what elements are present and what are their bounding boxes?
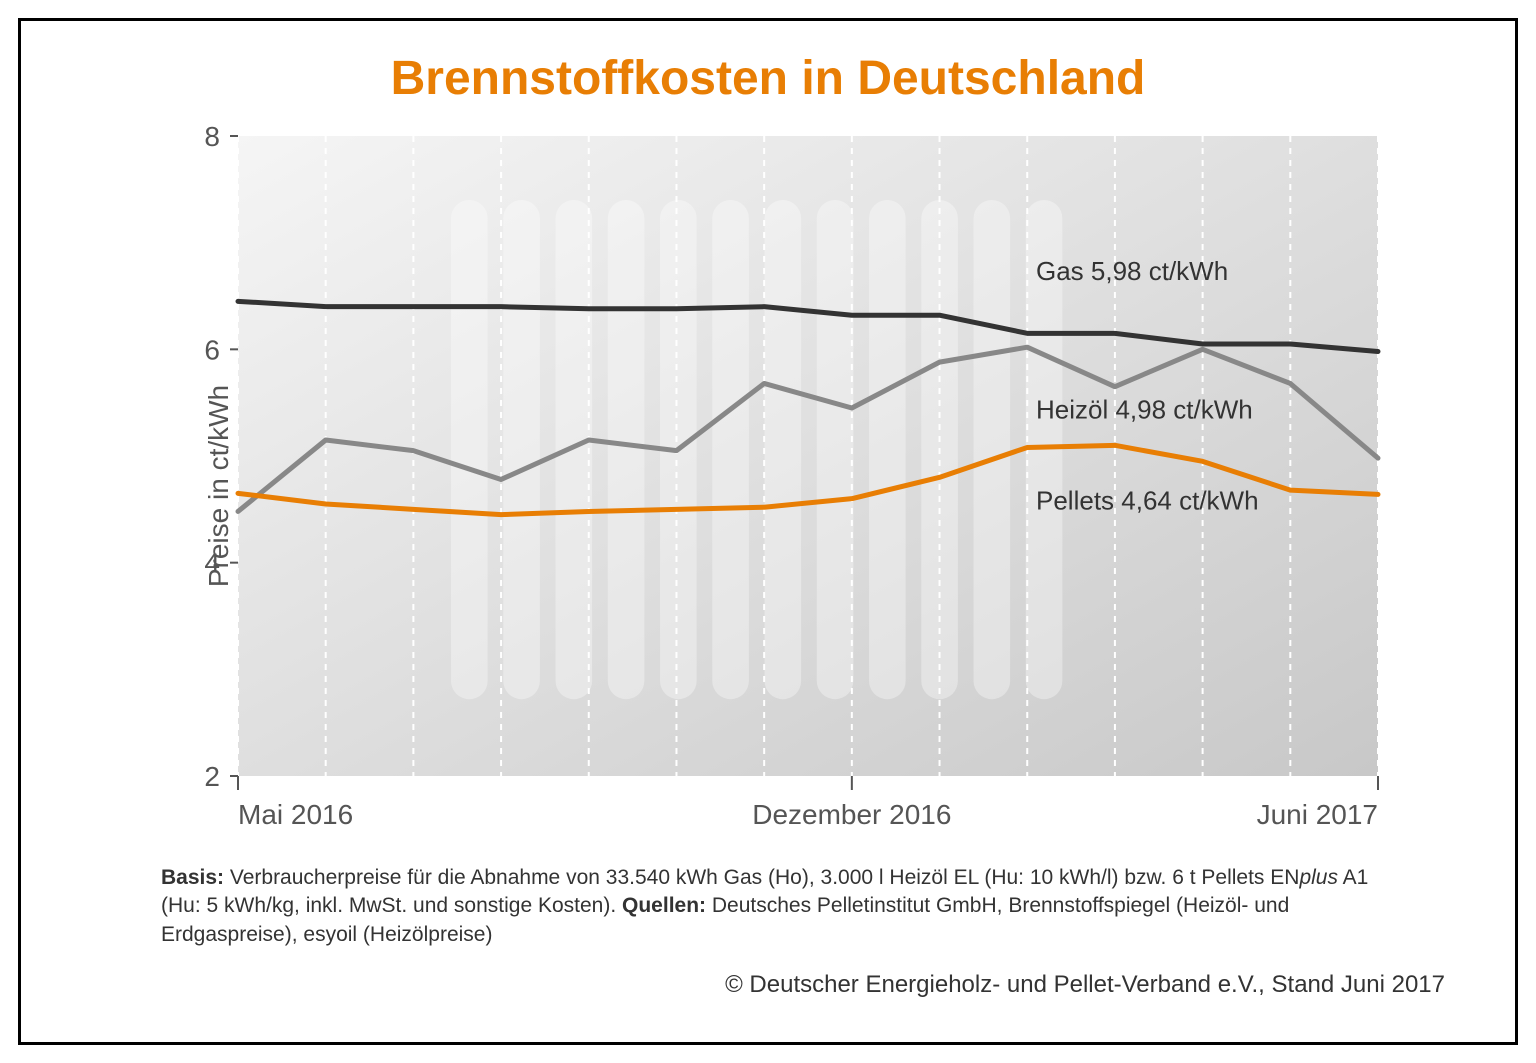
chart-footnote: Basis: Verbraucherpreise für die Abnahme… xyxy=(161,864,1375,949)
chart-frame: Brennstoffkosten in Deutschland Preise i… xyxy=(18,18,1518,1045)
svg-text:2: 2 xyxy=(204,761,220,792)
svg-text:Dezember 2016: Dezember 2016 xyxy=(752,799,951,830)
svg-text:8: 8 xyxy=(204,126,220,152)
svg-text:4: 4 xyxy=(204,548,220,579)
chart-title: Brennstoffkosten in Deutschland xyxy=(21,51,1515,106)
svg-text:Juni 2017: Juni 2017 xyxy=(1257,799,1378,830)
svg-text:6: 6 xyxy=(204,334,220,365)
basis-text-italic: plus xyxy=(1299,866,1338,889)
quellen-label: Quellen: xyxy=(622,894,706,917)
basis-text-1: Verbraucherpreise für die Abnahme von 33… xyxy=(224,866,1299,889)
basis-label: Basis: xyxy=(161,866,224,889)
svg-text:Mai 2016: Mai 2016 xyxy=(238,799,353,830)
svg-text:Heizöl 4,98 ct/kWh: Heizöl 4,98 ct/kWh xyxy=(1036,395,1253,425)
line-chart-svg: 2 4 6 8 Mai 2016 Dezember 2016 Juni 2017 Gas 5,… xyxy=(108,126,1428,846)
svg-text:Pellets 4,64 ct/kWh: Pellets 4,64 ct/kWh xyxy=(1036,485,1259,515)
chart-area: Preise in ct/kWh 2468Mai 2016Dezember 20… xyxy=(108,126,1428,846)
copyright-text: © Deutscher Energieholz- und Pellet-Verb… xyxy=(21,971,1445,999)
svg-text:Gas 5,98 ct/kWh: Gas 5,98 ct/kWh xyxy=(1036,256,1228,286)
